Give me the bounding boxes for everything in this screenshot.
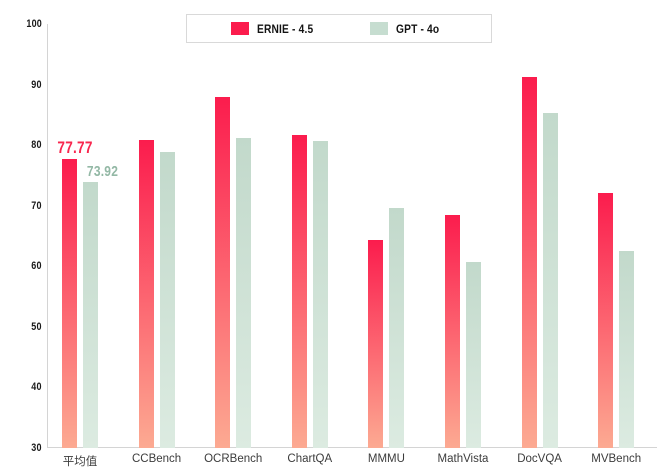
data-label-gpt-4o: 73.92 (58, 163, 148, 180)
y-tick-label: 90 (0, 78, 42, 92)
bar-ernie-4-5-ocrbench (215, 97, 231, 448)
category-label-mvbench: MVBench (591, 453, 642, 465)
bar-gpt-4o-mvbench (619, 251, 635, 448)
category-label-chartqa: ChartQA (287, 453, 333, 465)
y-tick-label: 70 (0, 199, 42, 213)
bar-gpt-4o-chartqa (312, 140, 328, 448)
category-label-mathvista: MathVista (437, 453, 489, 465)
category-label-ccbench: CCBench (131, 453, 182, 465)
y-tick-label: 30 (0, 441, 42, 455)
y-tick-value: 30 (31, 442, 42, 454)
y-tick-value: 40 (31, 381, 42, 394)
x-axis-line (47, 447, 657, 448)
data-label-ernie-4-5: 77.77 (31, 138, 121, 158)
legend-item-ernie-4-5: ERNIE - 4.5 (231, 22, 323, 36)
legend-label: ERNIE - 4.5 (257, 22, 323, 36)
category-label-: 平均值 (62, 456, 98, 468)
y-tick-value: 60 (31, 260, 42, 273)
bar-ernie-4-5-ccbench (138, 140, 154, 448)
category-label-docvqa: DocVQA (517, 453, 562, 465)
bar-gpt-4o-ocrbench (236, 137, 252, 448)
bar-ernie-4-5- (62, 158, 77, 448)
category-label-ocrbench: OCRBench (204, 453, 263, 465)
bar-ernie-4-5-mmmu (368, 239, 384, 448)
chart-legend: ERNIE - 4.5 GPT - 4o (186, 14, 492, 43)
y-tick-label: 80 (0, 138, 42, 152)
y-tick-value: 100 (26, 18, 42, 30)
bar-ernie-4-5-docvqa (521, 76, 537, 448)
y-axis-line (47, 24, 48, 448)
category-label-mmmu: MMMU (367, 453, 405, 465)
y-tick-label: 40 (0, 380, 42, 394)
bar-ernie-4-5-chartqa (291, 135, 307, 448)
legend-swatch-icon (231, 22, 250, 35)
bar-gpt-4o-mmmu (389, 208, 405, 448)
y-tick-label: 100 (0, 17, 42, 31)
legend-label-text: ERNIE - 4.5 (257, 21, 314, 36)
bar-gpt-4o-ccbench (159, 151, 175, 448)
y-tick-label: 60 (0, 259, 42, 273)
legend-label-text: GPT - 4o (395, 21, 439, 36)
y-tick-value: 80 (31, 139, 42, 152)
y-tick-label: 50 (0, 320, 42, 334)
bar-gpt-4o-mathvista (466, 262, 481, 448)
legend-label: GPT - 4o (396, 22, 447, 36)
data-label-value: 77.77 (57, 137, 94, 157)
bar-ernie-4-5-mvbench (598, 192, 614, 448)
y-tick-value: 90 (31, 78, 42, 91)
y-tick-value: 70 (31, 199, 42, 212)
data-label-value: 73.92 (86, 162, 119, 180)
y-tick-value: 50 (31, 320, 42, 333)
bar-gpt-4o- (83, 181, 98, 448)
legend-item-gpt-4o: GPT - 4o (369, 22, 447, 36)
bar-gpt-4o-docvqa (542, 113, 558, 448)
legend-swatch-icon (369, 22, 388, 35)
bar-ernie-4-5-mathvista (445, 214, 460, 448)
